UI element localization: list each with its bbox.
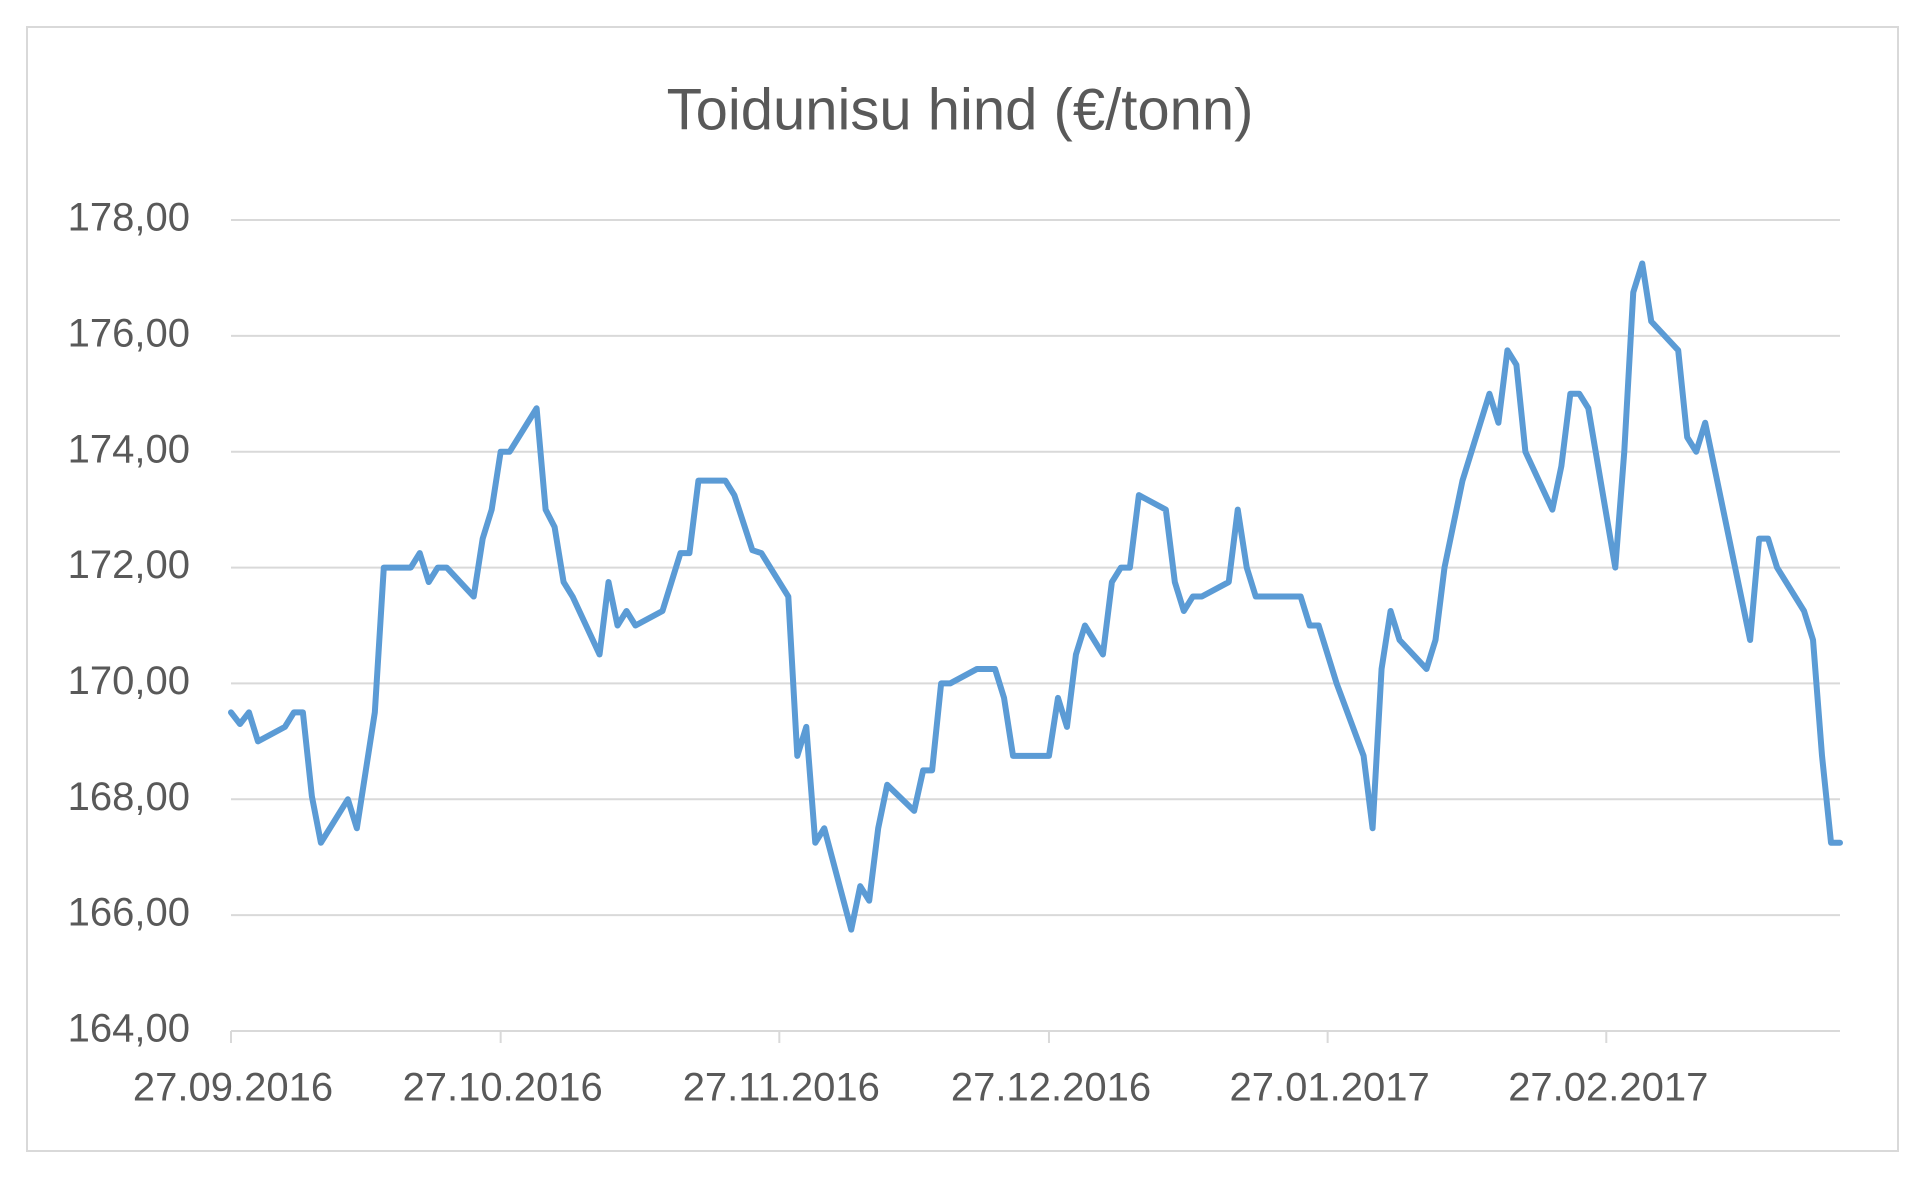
y-tick-label: 176,00 <box>68 311 190 355</box>
y-tick-label: 178,00 <box>68 196 190 240</box>
chart-title: Toidunisu hind (€/tonn) <box>667 77 1254 142</box>
y-tick-label: 164,00 <box>68 1007 190 1051</box>
y-tick-label: 166,00 <box>68 891 190 935</box>
x-tick-label: 27.12.2016 <box>951 1066 1151 1110</box>
y-tick-label: 170,00 <box>68 659 190 703</box>
x-tick-label: 27.09.2016 <box>133 1066 333 1110</box>
x-tick-label: 27.01.2017 <box>1230 1066 1430 1110</box>
y-tick-label: 174,00 <box>68 427 190 471</box>
y-tick-label: 168,00 <box>68 775 190 819</box>
x-tick-label: 27.11.2016 <box>683 1066 880 1110</box>
price-line <box>228 260 1843 933</box>
x-tick-label: 27.10.2016 <box>403 1066 603 1110</box>
x-tick-label: 27.02.2017 <box>1508 1066 1708 1110</box>
y-tick-label: 172,00 <box>68 543 190 587</box>
chart-border <box>26 26 1899 1152</box>
